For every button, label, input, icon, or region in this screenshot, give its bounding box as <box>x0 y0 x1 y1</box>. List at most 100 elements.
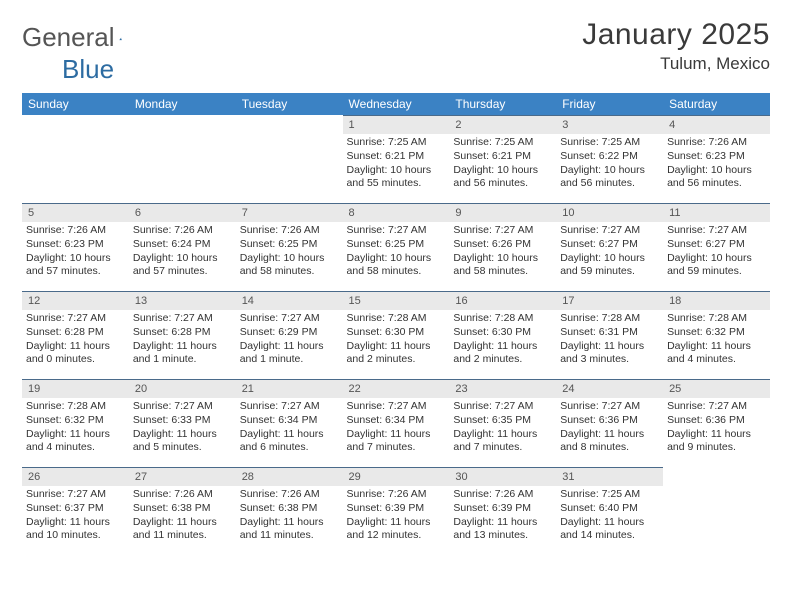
day-details: Sunrise: 7:26 AMSunset: 6:24 PMDaylight:… <box>129 222 236 283</box>
day-details: Sunrise: 7:27 AMSunset: 6:28 PMDaylight:… <box>129 310 236 371</box>
day-number: 19 <box>22 379 129 398</box>
weekday-header: Sunday <box>22 93 129 115</box>
calendar-day-cell: 25Sunrise: 7:27 AMSunset: 6:36 PMDayligh… <box>663 379 770 467</box>
day-details: Sunrise: 7:27 AMSunset: 6:34 PMDaylight:… <box>236 398 343 459</box>
calendar-day-cell <box>663 467 770 555</box>
calendar-day-cell: 22Sunrise: 7:27 AMSunset: 6:34 PMDayligh… <box>343 379 450 467</box>
day-details: Sunrise: 7:28 AMSunset: 6:32 PMDaylight:… <box>663 310 770 371</box>
weekday-header: Tuesday <box>236 93 343 115</box>
logo-text-general: General <box>22 22 115 53</box>
day-details: Sunrise: 7:27 AMSunset: 6:35 PMDaylight:… <box>449 398 556 459</box>
day-number: 24 <box>556 379 663 398</box>
calendar-day-cell: 31Sunrise: 7:25 AMSunset: 6:40 PMDayligh… <box>556 467 663 555</box>
day-number: 15 <box>343 291 450 310</box>
day-number: 2 <box>449 115 556 134</box>
day-number: 13 <box>129 291 236 310</box>
logo-text-blue: Blue <box>62 54 114 85</box>
day-details: Sunrise: 7:28 AMSunset: 6:30 PMDaylight:… <box>343 310 450 371</box>
calendar-day-cell: 17Sunrise: 7:28 AMSunset: 6:31 PMDayligh… <box>556 291 663 379</box>
calendar-day-cell: 30Sunrise: 7:26 AMSunset: 6:39 PMDayligh… <box>449 467 556 555</box>
day-details: Sunrise: 7:27 AMSunset: 6:28 PMDaylight:… <box>22 310 129 371</box>
day-number: 3 <box>556 115 663 134</box>
day-number: 12 <box>22 291 129 310</box>
calendar-day-cell: 8Sunrise: 7:27 AMSunset: 6:25 PMDaylight… <box>343 203 450 291</box>
day-details: Sunrise: 7:27 AMSunset: 6:26 PMDaylight:… <box>449 222 556 283</box>
calendar-day-cell: 10Sunrise: 7:27 AMSunset: 6:27 PMDayligh… <box>556 203 663 291</box>
calendar-day-cell: 20Sunrise: 7:27 AMSunset: 6:33 PMDayligh… <box>129 379 236 467</box>
calendar-day-cell: 26Sunrise: 7:27 AMSunset: 6:37 PMDayligh… <box>22 467 129 555</box>
calendar-day-cell: 5Sunrise: 7:26 AMSunset: 6:23 PMDaylight… <box>22 203 129 291</box>
day-details: Sunrise: 7:26 AMSunset: 6:25 PMDaylight:… <box>236 222 343 283</box>
calendar-day-cell: 6Sunrise: 7:26 AMSunset: 6:24 PMDaylight… <box>129 203 236 291</box>
day-details: Sunrise: 7:27 AMSunset: 6:29 PMDaylight:… <box>236 310 343 371</box>
calendar-day-cell: 1Sunrise: 7:25 AMSunset: 6:21 PMDaylight… <box>343 115 450 203</box>
day-number: 5 <box>22 203 129 222</box>
calendar-day-cell: 23Sunrise: 7:27 AMSunset: 6:35 PMDayligh… <box>449 379 556 467</box>
day-number: 14 <box>236 291 343 310</box>
calendar-day-cell: 16Sunrise: 7:28 AMSunset: 6:30 PMDayligh… <box>449 291 556 379</box>
calendar-day-cell: 27Sunrise: 7:26 AMSunset: 6:38 PMDayligh… <box>129 467 236 555</box>
calendar-day-cell: 9Sunrise: 7:27 AMSunset: 6:26 PMDaylight… <box>449 203 556 291</box>
day-number: 17 <box>556 291 663 310</box>
calendar-day-cell: 24Sunrise: 7:27 AMSunset: 6:36 PMDayligh… <box>556 379 663 467</box>
day-details: Sunrise: 7:27 AMSunset: 6:27 PMDaylight:… <box>663 222 770 283</box>
calendar-body: 1Sunrise: 7:25 AMSunset: 6:21 PMDaylight… <box>22 115 770 555</box>
day-details: Sunrise: 7:26 AMSunset: 6:39 PMDaylight:… <box>449 486 556 547</box>
calendar-day-cell: 14Sunrise: 7:27 AMSunset: 6:29 PMDayligh… <box>236 291 343 379</box>
calendar-day-cell <box>22 115 129 203</box>
calendar-day-cell: 3Sunrise: 7:25 AMSunset: 6:22 PMDaylight… <box>556 115 663 203</box>
day-number: 23 <box>449 379 556 398</box>
calendar-table: SundayMondayTuesdayWednesdayThursdayFrid… <box>22 93 770 555</box>
calendar-day-cell <box>236 115 343 203</box>
location: Tulum, Mexico <box>582 54 770 74</box>
day-details: Sunrise: 7:27 AMSunset: 6:25 PMDaylight:… <box>343 222 450 283</box>
calendar-day-cell: 13Sunrise: 7:27 AMSunset: 6:28 PMDayligh… <box>129 291 236 379</box>
day-number: 4 <box>663 115 770 134</box>
day-number: 11 <box>663 203 770 222</box>
day-details: Sunrise: 7:26 AMSunset: 6:23 PMDaylight:… <box>22 222 129 283</box>
calendar-day-cell: 29Sunrise: 7:26 AMSunset: 6:39 PMDayligh… <box>343 467 450 555</box>
calendar-day-cell: 11Sunrise: 7:27 AMSunset: 6:27 PMDayligh… <box>663 203 770 291</box>
month-title: January 2025 <box>582 18 770 52</box>
day-details: Sunrise: 7:27 AMSunset: 6:37 PMDaylight:… <box>22 486 129 547</box>
day-number: 30 <box>449 467 556 486</box>
calendar-day-cell: 7Sunrise: 7:26 AMSunset: 6:25 PMDaylight… <box>236 203 343 291</box>
day-number: 16 <box>449 291 556 310</box>
day-number: 29 <box>343 467 450 486</box>
calendar-day-cell: 2Sunrise: 7:25 AMSunset: 6:21 PMDaylight… <box>449 115 556 203</box>
calendar-day-cell: 28Sunrise: 7:26 AMSunset: 6:38 PMDayligh… <box>236 467 343 555</box>
calendar-week-row: 19Sunrise: 7:28 AMSunset: 6:32 PMDayligh… <box>22 379 770 467</box>
day-details: Sunrise: 7:27 AMSunset: 6:36 PMDaylight:… <box>663 398 770 459</box>
weekday-header: Monday <box>129 93 236 115</box>
day-details: Sunrise: 7:27 AMSunset: 6:34 PMDaylight:… <box>343 398 450 459</box>
weekday-header: Friday <box>556 93 663 115</box>
day-number: 1 <box>343 115 450 134</box>
day-details: Sunrise: 7:26 AMSunset: 6:39 PMDaylight:… <box>343 486 450 547</box>
day-number: 31 <box>556 467 663 486</box>
day-details: Sunrise: 7:28 AMSunset: 6:32 PMDaylight:… <box>22 398 129 459</box>
calendar-day-cell: 15Sunrise: 7:28 AMSunset: 6:30 PMDayligh… <box>343 291 450 379</box>
calendar-week-row: 12Sunrise: 7:27 AMSunset: 6:28 PMDayligh… <box>22 291 770 379</box>
day-details: Sunrise: 7:25 AMSunset: 6:21 PMDaylight:… <box>343 134 450 195</box>
day-details: Sunrise: 7:25 AMSunset: 6:40 PMDaylight:… <box>556 486 663 547</box>
day-number: 25 <box>663 379 770 398</box>
day-details: Sunrise: 7:26 AMSunset: 6:23 PMDaylight:… <box>663 134 770 195</box>
day-number: 28 <box>236 467 343 486</box>
logo-sail-icon <box>119 28 122 50</box>
day-number: 21 <box>236 379 343 398</box>
calendar-day-cell: 21Sunrise: 7:27 AMSunset: 6:34 PMDayligh… <box>236 379 343 467</box>
calendar-head: SundayMondayTuesdayWednesdayThursdayFrid… <box>22 93 770 115</box>
day-number: 8 <box>343 203 450 222</box>
calendar-day-cell: 19Sunrise: 7:28 AMSunset: 6:32 PMDayligh… <box>22 379 129 467</box>
day-details: Sunrise: 7:26 AMSunset: 6:38 PMDaylight:… <box>129 486 236 547</box>
day-number: 18 <box>663 291 770 310</box>
day-details: Sunrise: 7:27 AMSunset: 6:27 PMDaylight:… <box>556 222 663 283</box>
calendar-day-cell: 12Sunrise: 7:27 AMSunset: 6:28 PMDayligh… <box>22 291 129 379</box>
calendar-day-cell <box>129 115 236 203</box>
day-details: Sunrise: 7:26 AMSunset: 6:38 PMDaylight:… <box>236 486 343 547</box>
day-number: 7 <box>236 203 343 222</box>
calendar-week-row: 26Sunrise: 7:27 AMSunset: 6:37 PMDayligh… <box>22 467 770 555</box>
day-details: Sunrise: 7:27 AMSunset: 6:33 PMDaylight:… <box>129 398 236 459</box>
day-details: Sunrise: 7:25 AMSunset: 6:21 PMDaylight:… <box>449 134 556 195</box>
day-details: Sunrise: 7:28 AMSunset: 6:31 PMDaylight:… <box>556 310 663 371</box>
